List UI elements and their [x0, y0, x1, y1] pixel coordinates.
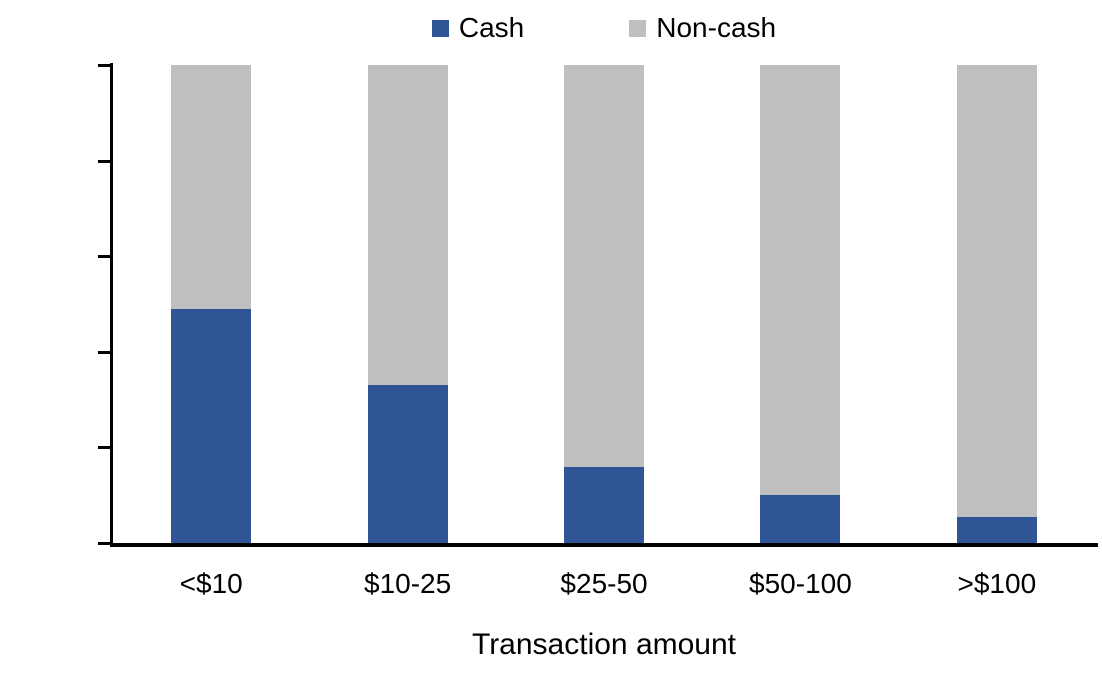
- y-axis-line: [110, 63, 113, 543]
- bar-segment-cash: [171, 308, 252, 543]
- bar-slot-10: [113, 65, 309, 543]
- legend-swatch-non-cash: [629, 19, 647, 37]
- y-tick-mark: [98, 255, 110, 259]
- bar-slot-100: [899, 65, 1095, 543]
- bar-segment-non-cash: [564, 65, 645, 467]
- y-tick-mark: [98, 159, 110, 163]
- legend-label-non-cash: Non-cash: [656, 12, 777, 43]
- y-tick-mark: [98, 446, 110, 450]
- x-axis-labels: <$10 $10-25 $25-50 $50-100 >$100: [113, 568, 1095, 600]
- x-label-100: >$100: [957, 568, 1037, 599]
- x-axis-title: Transaction amount: [471, 628, 737, 661]
- y-tick-mark: [98, 542, 110, 545]
- bar-100: [956, 65, 1037, 543]
- bar-slot-50-100: [702, 65, 898, 543]
- legend-item-non-cash: Non-cash: [629, 12, 776, 44]
- bar-slot-25-50: [506, 65, 702, 543]
- legend-swatch-cash: [431, 19, 449, 37]
- y-tick-mark: [98, 64, 110, 67]
- legend: Cash Non-cash: [113, 12, 1095, 44]
- y-tick-mark: [98, 350, 110, 354]
- x-label-10: <$10: [179, 568, 243, 599]
- legend-item-cash: Cash: [431, 12, 525, 44]
- bar-10: [171, 65, 252, 543]
- x-label-10-25: $10-25: [364, 568, 452, 599]
- x-label-50-100: $50-100: [749, 568, 852, 599]
- bar-segment-cash: [564, 466, 645, 543]
- bar-segment-non-cash: [367, 65, 448, 386]
- plot-area: [113, 65, 1095, 543]
- x-axis-line: [110, 543, 1098, 547]
- bar-50-100: [760, 65, 841, 543]
- bar-10-25: [367, 65, 448, 543]
- bar-25-50: [564, 65, 645, 543]
- bar-slot-10-25: [309, 65, 505, 543]
- bar-segment-cash: [956, 516, 1037, 543]
- bar-segment-cash: [760, 495, 841, 543]
- bar-segment-non-cash: [760, 65, 841, 496]
- bar-segment-cash: [367, 385, 448, 543]
- bar-segment-non-cash: [171, 65, 252, 309]
- x-label-25-50: $25-50: [560, 568, 648, 599]
- legend-label-cash: Cash: [458, 12, 525, 43]
- bar-segment-non-cash: [956, 65, 1037, 517]
